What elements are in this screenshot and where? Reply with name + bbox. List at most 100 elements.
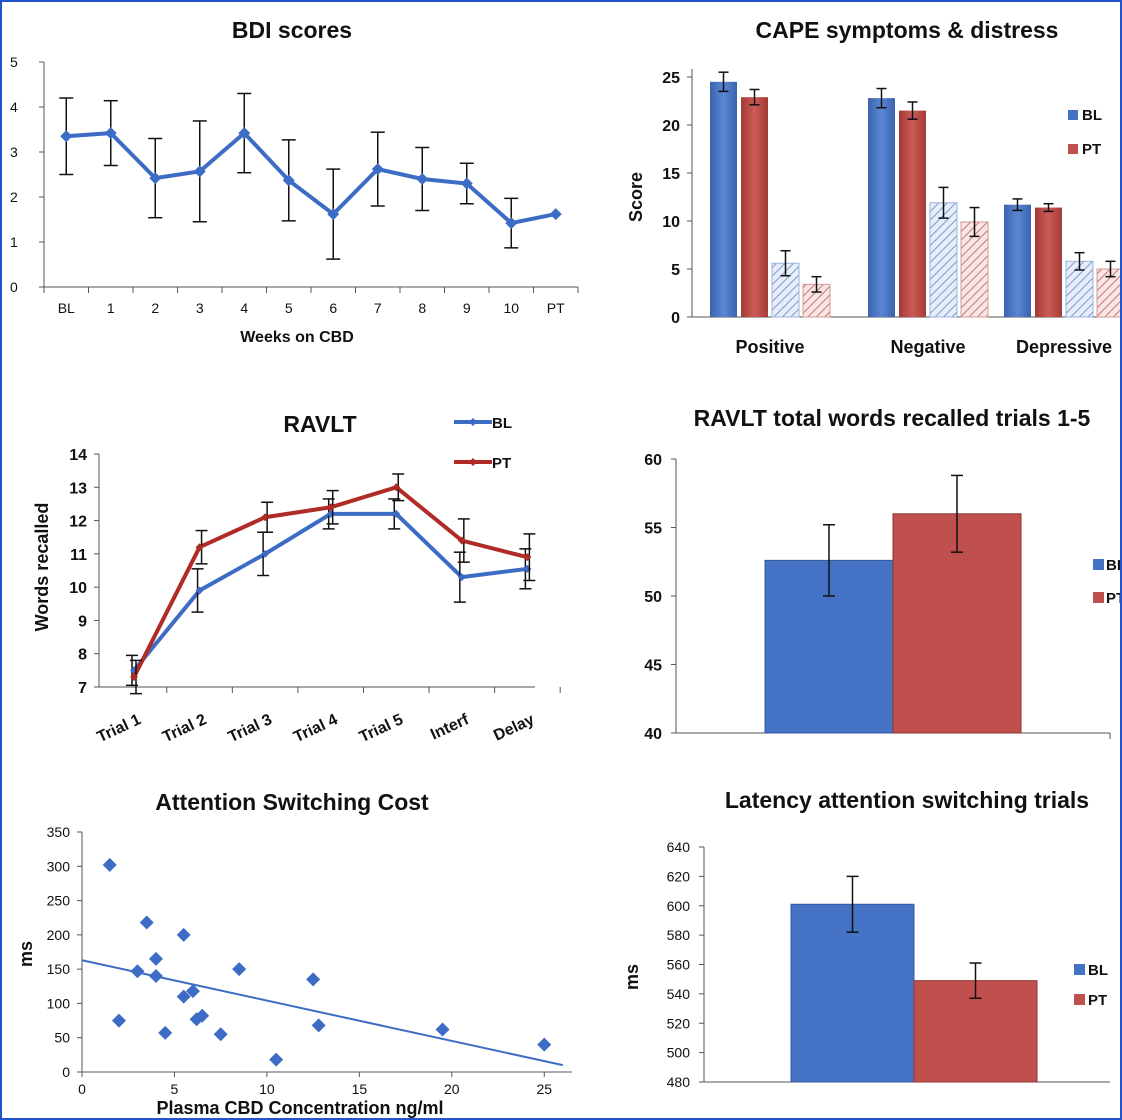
x-axis-label: Plasma CBD Concentration ng/ml — [156, 1098, 443, 1118]
bar — [764, 559, 894, 734]
chart-title: Latency attention switching trials — [725, 787, 1089, 813]
scatter-point — [269, 1052, 284, 1067]
scatter-point — [185, 984, 200, 999]
x-tick-label: Trial 2 — [160, 711, 209, 746]
legend-label: BL — [1106, 557, 1120, 574]
data-point — [416, 173, 429, 185]
bar — [899, 110, 926, 317]
bar — [790, 903, 915, 1083]
scatter-point — [435, 1022, 450, 1037]
data-point — [523, 553, 532, 562]
y-tick-label: 0 — [671, 310, 680, 327]
y-tick-label: 20 — [662, 118, 680, 135]
data-point — [549, 208, 562, 221]
y-tick-label: 50 — [644, 589, 662, 606]
y-tick-label: 500 — [667, 1045, 691, 1061]
data-point — [130, 673, 138, 682]
legend-marker-pt — [469, 458, 477, 466]
series-line — [66, 130, 557, 226]
y-tick-label: 480 — [667, 1074, 691, 1090]
legend-swatch-pt — [1068, 144, 1078, 154]
y-tick-label: 12 — [69, 514, 87, 531]
x-tick-label: Interf — [428, 711, 472, 744]
data-point — [104, 127, 117, 140]
y-tick-label: 540 — [667, 986, 691, 1002]
y-axis-label: ms — [622, 964, 642, 990]
y-tick-label: 560 — [667, 957, 691, 973]
scatter-point — [148, 969, 163, 983]
legend-swatch-bl — [1068, 110, 1078, 120]
data-point — [193, 165, 206, 178]
x-tick-label: 7 — [374, 300, 382, 316]
x-tick-label: 10 — [503, 300, 519, 316]
x-tick-label: 2 — [151, 300, 159, 316]
scatter-point — [232, 962, 247, 977]
x-axis-label: Weeks on CBD — [240, 329, 354, 346]
x-tick-label: PT — [547, 300, 565, 316]
chart-title: BDI scores — [232, 17, 352, 43]
data-point — [505, 217, 518, 230]
scatter-point — [213, 1027, 228, 1042]
legend-swatch-bl — [1093, 559, 1104, 570]
x-tick-label: 10 — [259, 1081, 275, 1097]
bar — [1035, 207, 1062, 317]
data-point — [457, 536, 466, 545]
y-tick-label: 0 — [10, 279, 18, 295]
y-tick-label: 40 — [644, 726, 662, 743]
scatter-point — [537, 1037, 552, 1052]
chart-title: RAVLT total words recalled trials 1-5 — [694, 405, 1091, 431]
bar — [1004, 204, 1031, 317]
y-tick-label: 620 — [667, 868, 691, 884]
data-point — [327, 208, 340, 221]
data-point — [460, 177, 473, 190]
x-tick-label: Trial 3 — [226, 711, 275, 746]
legend-label: PT — [1088, 992, 1107, 1009]
scatter-point — [111, 1013, 126, 1028]
y-tick-label: 15 — [662, 166, 680, 183]
x-tick-label: Trial 4 — [291, 711, 340, 746]
y-tick-label: 8 — [78, 647, 87, 664]
scatter-point — [176, 989, 191, 1004]
y-axis-label: Words recalled — [32, 503, 52, 632]
y-tick-label: 13 — [69, 480, 87, 497]
y-tick-label: 200 — [47, 927, 71, 943]
bar — [868, 98, 895, 318]
x-tick-label: 3 — [196, 300, 204, 316]
y-tick-label: 60 — [644, 452, 662, 469]
data-point — [261, 513, 270, 522]
data-point — [261, 549, 270, 558]
trend-line — [81, 959, 563, 1067]
data-point — [457, 573, 466, 582]
y-tick-label: 10 — [69, 580, 87, 597]
data-point — [282, 174, 295, 187]
chart-title: Attention Switching Cost — [155, 789, 429, 815]
y-tick-label: 640 — [667, 839, 691, 855]
y-tick-label: 1 — [10, 234, 18, 250]
x-tick-label: 6 — [329, 300, 337, 316]
x-tick-label: Negative — [890, 337, 965, 357]
scatter-point — [158, 1025, 173, 1040]
legend-label: BL — [1082, 107, 1102, 124]
x-tick-label: Depressive — [1016, 337, 1112, 357]
y-tick-label: 0 — [62, 1064, 70, 1080]
data-point — [326, 503, 335, 512]
x-tick-label: 0 — [78, 1081, 86, 1097]
y-tick-label: 100 — [47, 995, 71, 1011]
scatter-point — [130, 964, 145, 979]
scatter-point — [195, 1008, 210, 1023]
legend-label: PT — [1082, 141, 1101, 158]
scatter-point — [102, 857, 117, 872]
bar — [741, 97, 768, 317]
y-tick-label: 350 — [47, 824, 71, 840]
x-tick-label: Trial 1 — [95, 711, 144, 746]
x-tick-label: Positive — [735, 337, 804, 357]
data-point — [392, 509, 401, 518]
y-tick-label: 150 — [47, 961, 71, 977]
y-tick-label: 9 — [78, 613, 87, 630]
x-tick-label: 5 — [171, 1081, 179, 1097]
y-tick-label: 580 — [667, 927, 691, 943]
y-tick-label: 5 — [671, 262, 680, 279]
bar — [929, 202, 958, 318]
x-tick-label: 8 — [418, 300, 426, 316]
x-tick-label: 20 — [444, 1081, 460, 1097]
